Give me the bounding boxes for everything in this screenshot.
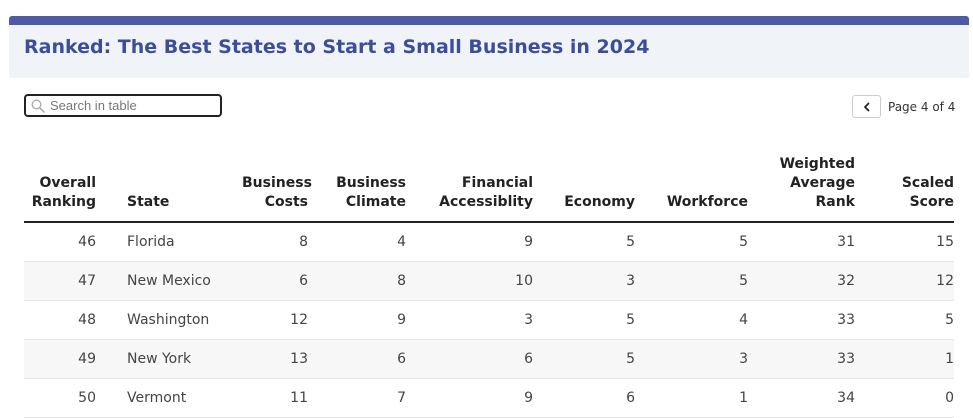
- table-row: 48 Washington 12 9 3 5 4 33 5: [24, 300, 954, 340]
- cell-workforce: 4: [635, 300, 748, 340]
- cell-business-costs: 6: [242, 261, 308, 301]
- cell-workforce: 5: [635, 222, 748, 262]
- rankings-table: Overall Ranking State Business Costs Busin…: [24, 140, 954, 418]
- cell-financial-accessibility: 9: [406, 222, 533, 262]
- cell-overall-ranking: 50: [24, 378, 96, 418]
- cell-financial-accessibility: 9: [406, 378, 533, 418]
- cell-economy: 3: [533, 261, 635, 301]
- table-header-row: Overall Ranking State Business Costs Busin…: [24, 140, 954, 223]
- cell-weighted-average-rank: 31: [748, 222, 855, 262]
- cell-business-climate: 9: [308, 300, 406, 340]
- cell-financial-accessibility: 3: [406, 300, 533, 340]
- column-header-weighted-average-rank[interactable]: Weighted Average Rank: [748, 140, 855, 223]
- cell-business-costs: 12: [242, 300, 308, 340]
- cell-economy: 6: [533, 378, 635, 418]
- cell-state: New Mexico: [96, 261, 242, 301]
- cell-overall-ranking: 48: [24, 300, 96, 340]
- page-indicator: Page 4 of 4: [888, 100, 956, 114]
- cell-workforce: 5: [635, 261, 748, 301]
- cell-business-costs: 8: [242, 222, 308, 262]
- cell-financial-accessibility: 10: [406, 261, 533, 301]
- cell-economy: 5: [533, 339, 635, 379]
- cell-scaled-score: 5: [855, 300, 954, 340]
- header-accent-bar: [9, 16, 969, 25]
- cell-scaled-score: 1: [855, 339, 954, 379]
- cell-weighted-average-rank: 33: [748, 300, 855, 340]
- column-header-business-costs[interactable]: Business Costs: [242, 140, 312, 223]
- column-header-economy[interactable]: Economy: [533, 140, 635, 223]
- chevron-left-icon: [863, 102, 869, 111]
- cell-business-climate: 8: [308, 261, 406, 301]
- table-row: 50 Vermont 11 7 9 6 1 34 0: [24, 378, 954, 418]
- cell-scaled-score: 15: [855, 222, 954, 262]
- cell-overall-ranking: 47: [24, 261, 96, 301]
- cell-state: Florida: [96, 222, 242, 262]
- cell-weighted-average-rank: 34: [748, 378, 855, 418]
- cell-economy: 5: [533, 222, 635, 262]
- cell-scaled-score: 0: [855, 378, 954, 418]
- column-header-overall-ranking[interactable]: Overall Ranking: [24, 140, 96, 223]
- column-header-state[interactable]: State: [96, 140, 242, 223]
- cell-overall-ranking: 49: [24, 339, 96, 379]
- table-row: 47 New Mexico 6 8 10 3 5 32 12: [24, 261, 954, 301]
- cell-state: Vermont: [96, 378, 242, 418]
- column-header-financial-accessibility[interactable]: Financial Accessiblity: [406, 140, 533, 223]
- column-header-scaled-score[interactable]: Scaled Score: [855, 140, 954, 223]
- cell-business-climate: 7: [308, 378, 406, 418]
- table-row: 46 Florida 8 4 9 5 5 31 15: [24, 222, 954, 262]
- cell-weighted-average-rank: 32: [748, 261, 855, 301]
- cell-workforce: 1: [635, 378, 748, 418]
- search-box[interactable]: [24, 94, 222, 117]
- table-row: 49 New York 13 6 6 5 3 33 1: [24, 339, 954, 379]
- page-title: Ranked: The Best States to Start a Small…: [24, 36, 650, 58]
- search-icon: [31, 99, 45, 113]
- search-input[interactable]: [50, 97, 215, 114]
- column-header-workforce[interactable]: Workforce: [635, 140, 748, 223]
- cell-scaled-score: 12: [855, 261, 954, 301]
- previous-page-button[interactable]: [852, 95, 881, 118]
- cell-business-costs: 13: [242, 339, 308, 379]
- cell-business-costs: 11: [242, 378, 308, 418]
- cell-workforce: 3: [635, 339, 748, 379]
- column-header-business-climate[interactable]: Business Climate: [308, 140, 406, 223]
- cell-business-climate: 4: [308, 222, 406, 262]
- cell-overall-ranking: 46: [24, 222, 96, 262]
- cell-weighted-average-rank: 33: [748, 339, 855, 379]
- cell-state: Washington: [96, 300, 242, 340]
- cell-financial-accessibility: 6: [406, 339, 533, 379]
- cell-state: New York: [96, 339, 242, 379]
- cell-business-climate: 6: [308, 339, 406, 379]
- cell-economy: 5: [533, 300, 635, 340]
- table-header-banner: Ranked: The Best States to Start a Small…: [9, 25, 969, 78]
